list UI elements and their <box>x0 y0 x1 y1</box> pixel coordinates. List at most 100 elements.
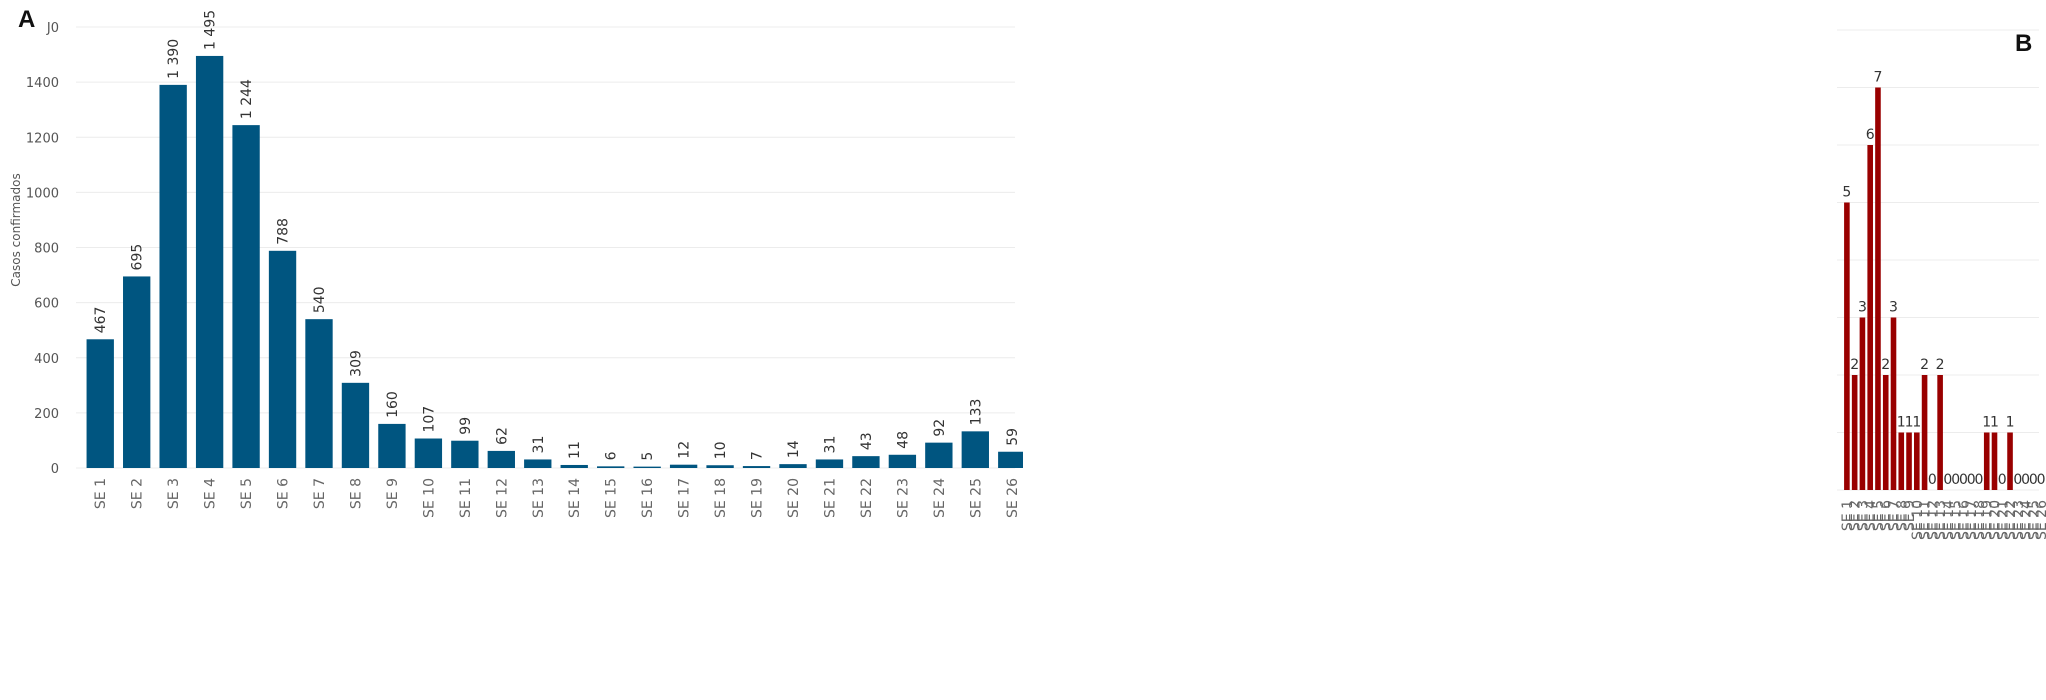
data-label: 7 <box>1874 70 1883 86</box>
x-tick-label: SE 24 <box>932 478 948 518</box>
bar <box>998 451 1026 468</box>
x-tick-label: SE 23 <box>895 478 911 518</box>
y-tick-label: 400 <box>34 352 59 367</box>
data-label: 2 <box>1936 357 1945 373</box>
bar <box>86 339 114 468</box>
x-tick-label: SE 13 <box>1933 500 1949 540</box>
data-label: 1 <box>1990 415 1999 431</box>
data-label: 309 <box>348 350 364 377</box>
data-label: 0 <box>2037 472 2046 488</box>
bar <box>2007 432 2013 490</box>
bar <box>852 456 880 468</box>
data-label: 2 <box>1881 357 1890 373</box>
x-tick-label: SE 3 <box>166 478 182 509</box>
data-label: 0 <box>1998 472 2007 488</box>
bar <box>1859 317 1866 490</box>
bar <box>1921 375 1928 490</box>
data-label: 6 <box>1866 127 1875 143</box>
x-tick-label: SE 9 <box>1902 500 1918 531</box>
data-label: 788 <box>276 218 292 245</box>
bar <box>742 466 771 468</box>
bar <box>487 450 515 468</box>
bar <box>451 440 479 468</box>
bar <box>815 459 844 468</box>
data-label: 540 <box>312 286 328 313</box>
x-tick-label: SE 22 <box>2003 500 2019 540</box>
bar <box>1875 87 1881 490</box>
bar <box>597 466 625 468</box>
data-label: 1 495 <box>203 10 219 50</box>
x-tick-label: SE 18 <box>1972 500 1988 540</box>
data-label: 107 <box>421 406 437 433</box>
x-tick-label: SE 11 <box>1918 500 1934 540</box>
data-label: 0 <box>1928 472 1937 488</box>
x-tick-label: SE 25 <box>968 478 984 518</box>
data-label: 2 <box>1920 357 1929 373</box>
x-tick-label: SE 16 <box>1956 500 1972 540</box>
y-tick-label: 200 <box>34 407 59 422</box>
x-tick-label: SE 2 <box>130 478 146 509</box>
data-label: 99 <box>458 417 474 435</box>
y-tick-label: 1400 <box>26 76 59 91</box>
data-label: 1 244 <box>239 79 255 119</box>
x-tick-label: SE 26 <box>2034 500 2046 540</box>
panel-letter-a: A <box>18 6 36 33</box>
x-tick-label: SE 6 <box>1879 500 1895 531</box>
data-label: 10 <box>713 441 729 459</box>
data-label: 1 <box>1912 415 1921 431</box>
x-tick-label: SE 24 <box>2019 500 2035 540</box>
bar <box>1882 375 1889 490</box>
x-tick-label: SE 19 <box>1980 500 1996 540</box>
bar <box>268 250 297 468</box>
data-label: 0 <box>2013 472 2022 488</box>
x-tick-label: SE 21 <box>1995 500 2011 540</box>
bar <box>1890 317 1897 490</box>
bar <box>1844 202 1850 490</box>
x-tick-label: SE 25 <box>2026 500 2042 540</box>
x-tick-label: SE 12 <box>494 478 510 518</box>
data-label: 0 <box>2029 472 2038 488</box>
x-tick-label: SE 20 <box>786 478 802 518</box>
panel-letter-b: B <box>2015 30 2033 57</box>
data-label: 6 <box>604 451 620 460</box>
bar <box>1937 375 1943 490</box>
x-tick-label: SE 18 <box>713 478 729 518</box>
data-label: 0 <box>1943 472 1952 488</box>
bar <box>1906 432 1912 490</box>
x-tick-label: SE 11 <box>458 478 474 518</box>
data-label: 1 <box>1905 415 1914 431</box>
data-label: 0 <box>2021 472 2030 488</box>
data-label: 0 <box>1951 472 1960 488</box>
panel-a: A 0 200 400 600 800 1000 1200 1400 J0 Casos confi… <box>0 0 1026 696</box>
y-axis-label: Casos confirmados <box>9 173 23 286</box>
data-label: 12 <box>677 441 693 459</box>
data-label: 3 <box>1889 300 1898 316</box>
bar <box>925 442 953 468</box>
x-tick-label: SE 9 <box>385 478 401 509</box>
x-tick-label: SE 6 <box>276 478 292 509</box>
x-tick-label: SE 14 <box>1941 500 1957 540</box>
x-tick-label: SE 15 <box>604 478 620 518</box>
bar <box>888 454 917 468</box>
data-label: 5 <box>1842 185 1851 201</box>
data-label: 5 <box>640 452 656 461</box>
data-label: 160 <box>385 391 401 418</box>
data-label: 1 390 <box>166 39 182 79</box>
bar <box>341 382 370 468</box>
data-label: 7 <box>750 451 766 460</box>
data-label: 31 <box>822 436 838 454</box>
x-tick-label: SE 4 <box>203 478 219 509</box>
x-tick-label: SE 23 <box>2011 500 2027 540</box>
data-label: 695 <box>130 244 146 271</box>
x-tick-label: SE 22 <box>859 478 875 518</box>
data-label: 92 <box>932 419 948 437</box>
y-tick-label: 1200 <box>26 131 59 146</box>
x-tick-label: SE 19 <box>750 478 766 518</box>
data-label: 133 <box>968 399 984 426</box>
data-label: 14 <box>786 440 802 458</box>
x-tick-label: SE 12 <box>1925 500 1941 540</box>
bar <box>378 423 406 468</box>
x-tick-label: SE 7 <box>312 478 328 509</box>
